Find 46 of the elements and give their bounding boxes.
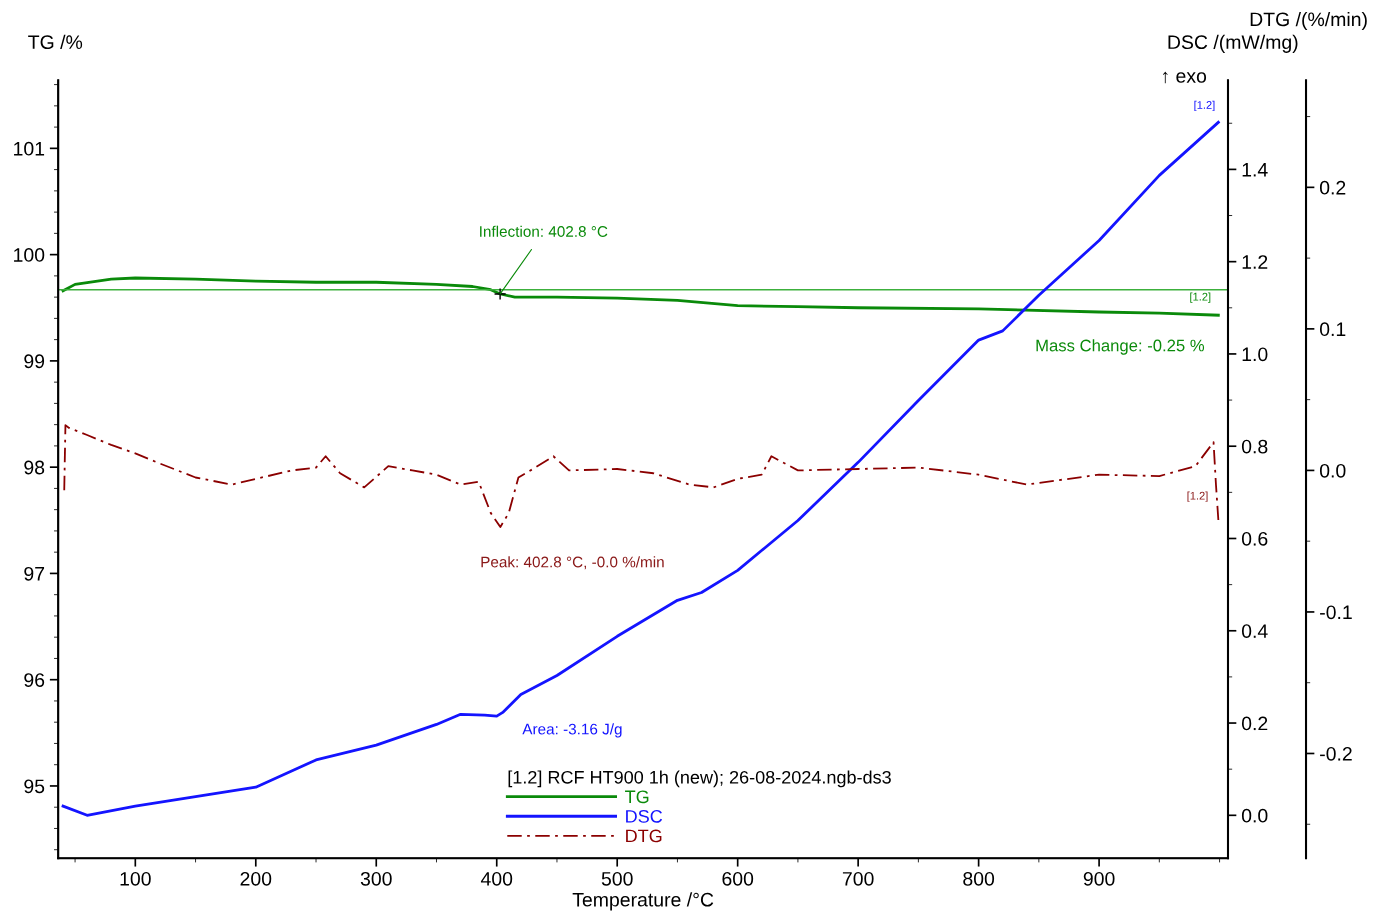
annotation: Inflection: 402.8 °C	[480, 225, 608, 237]
y3-axis-title: DTG /(%/min)	[1250, 11, 1367, 31]
y-tick-label: 101	[14, 141, 45, 156]
y3-tick-label: 0.0	[1319, 463, 1346, 478]
y3-tick-label: 0.1	[1319, 322, 1346, 337]
annotation: Peak: 402.8 °C, -0.0 %/min	[481, 556, 664, 570]
x-axis-title: Temperature /°C	[572, 892, 714, 911]
x-tick-label: 200	[240, 871, 272, 886]
x-tick-label: 700	[842, 871, 874, 886]
y2-tick-label: 0.0	[1241, 808, 1268, 823]
y2-tick-label: 1.2	[1242, 255, 1268, 269]
y3-tick-label: -0.1	[1320, 605, 1352, 620]
x-tick-label: 100	[120, 871, 151, 886]
x-tick-label: 400	[480, 871, 513, 886]
x-tick-label: 300	[360, 871, 392, 886]
x-tick-label: 900	[1083, 871, 1115, 886]
y-tick-label: 99	[24, 354, 45, 369]
annotation: [1.2]	[1194, 100, 1215, 112]
y-tick-label: 97	[24, 566, 45, 581]
y3-tick-label: -0.2	[1320, 746, 1352, 761]
x-tick-label: 800	[963, 871, 995, 886]
text: TG	[625, 790, 649, 804]
x-tick-label: 600	[722, 871, 754, 886]
y2-axis-title: DSC /(mW/mg)	[1168, 34, 1298, 53]
y2-tick-label: 0.6	[1241, 531, 1268, 546]
y-tick-label: 100	[14, 248, 45, 262]
y-axis-title: TG /%	[28, 34, 83, 50]
y3-tick-label: 0.2	[1319, 180, 1346, 195]
annotation: [1.2]	[1190, 292, 1211, 303]
y-tick-label: 98	[24, 460, 45, 475]
text: DTG	[626, 829, 662, 843]
legend-title: [1.2] RCF HT900 1h (new); 26-08-2024.ngb-ds3	[508, 770, 891, 788]
annotation: Mass Change: -0.25 %	[1036, 339, 1205, 355]
y2-tick-label: 0.2	[1241, 716, 1268, 731]
annotation: Area: -3.16 J/g	[522, 723, 622, 738]
y2-tick-label: 1.4	[1242, 163, 1268, 177]
annotation: ↑ exo	[1162, 71, 1207, 84]
line-series	[63, 424, 1220, 528]
annotation: [1.2]	[1187, 491, 1208, 502]
y2-tick-label: 0.8	[1241, 439, 1268, 454]
y2-tick-label: 1.0	[1242, 347, 1268, 362]
y-tick-label: 96	[24, 673, 45, 687]
y-tick-label: 95	[24, 779, 45, 794]
text: DSC	[626, 809, 663, 823]
x-tick-label: 500	[601, 871, 633, 886]
y2-tick-label: 0.4	[1241, 624, 1268, 638]
